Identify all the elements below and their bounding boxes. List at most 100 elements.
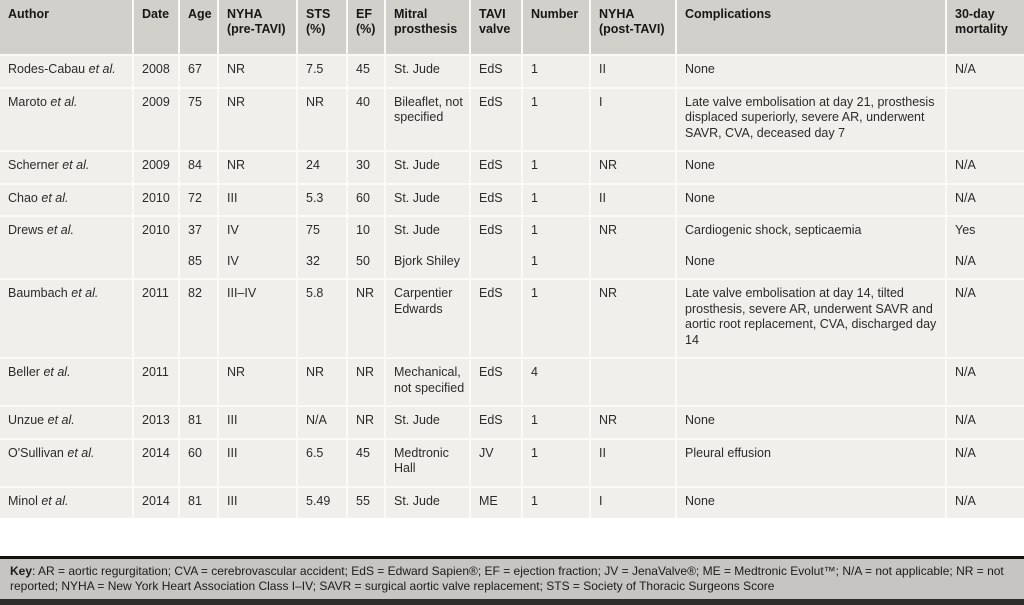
number-cell: 1 xyxy=(522,215,591,248)
mortality-cell: N/A xyxy=(946,485,1024,518)
date-cell: 2014 xyxy=(133,437,180,487)
ef-cell: NR xyxy=(347,357,386,406)
complications-cell: Pleural effusion xyxy=(676,437,947,487)
column-header: 30-day mortality xyxy=(946,0,1024,55)
author-name: Beller xyxy=(8,365,40,379)
author-etal: et al. xyxy=(47,413,75,427)
mortality-cell: N/A xyxy=(946,182,1024,216)
nyha-pre-cell: III xyxy=(218,405,298,439)
nyha-pre-cell: III xyxy=(218,182,298,216)
author-etal: et al. xyxy=(88,62,116,76)
mortality-cell: N/A xyxy=(946,54,1024,88)
column-header: NYHA (pre-TAVI) xyxy=(218,0,298,55)
date-cell xyxy=(133,247,180,279)
column-header: Number xyxy=(522,0,591,55)
mitral-cell: Bjork Shiley xyxy=(385,247,471,279)
sts-cell: NR xyxy=(297,86,348,151)
author-etal: et al. xyxy=(71,286,99,300)
ef-cell: 45 xyxy=(347,437,386,487)
date-cell: 2010 xyxy=(133,215,180,248)
complications-cell: None xyxy=(676,150,947,184)
sts-cell: 75 xyxy=(297,215,348,248)
author-name: Rodes-Cabau xyxy=(8,62,86,76)
table-row: 85 IV 32 50 Bjork Shiley 1 None N/A xyxy=(0,247,1024,279)
number-cell: 1 xyxy=(522,485,591,518)
author-name: Unzue xyxy=(8,413,45,427)
valve-cell: EdS xyxy=(470,215,523,248)
age-cell: 72 xyxy=(179,182,219,216)
date-cell: 2010 xyxy=(133,182,180,216)
number-cell: 4 xyxy=(522,357,591,406)
age-cell: 84 xyxy=(179,150,219,184)
column-header: Author xyxy=(0,0,134,55)
ef-cell: NR xyxy=(347,278,386,358)
author-name: Minol xyxy=(8,493,38,508)
valve-cell xyxy=(470,247,523,279)
nyha-pre-cell: NR xyxy=(218,86,298,151)
ef-cell: 30 xyxy=(347,150,386,184)
header-row: Author Date Age NYHA (pre-TAVI) STS (%) EF (%… xyxy=(0,0,1024,55)
nyha-pre-cell: NR xyxy=(218,357,298,406)
mitral-cell: Carpentier Edwards xyxy=(385,278,471,358)
table-row: Maroto et al. 2009 75 NR NR 40 Bileaflet, not … xyxy=(0,86,1024,151)
nyha-pre-cell: III xyxy=(218,437,298,487)
sts-cell: 5.3 xyxy=(297,182,348,216)
author-etal: et al. xyxy=(41,190,69,205)
mortality-cell: N/A xyxy=(946,437,1024,487)
age-cell: 85 xyxy=(179,247,219,279)
column-header: EF (%) xyxy=(347,0,386,55)
author-cell: Drews et al. xyxy=(0,215,134,248)
mitral-cell: St. Jude xyxy=(385,150,471,184)
author-cell: Minol et al. xyxy=(0,485,134,518)
author-etal: et al. xyxy=(43,365,71,379)
ef-cell: 45 xyxy=(347,54,386,88)
number-cell: 1 xyxy=(522,437,591,487)
column-header: Mitral prosthesis xyxy=(385,0,471,55)
author-name: O'Sullivan xyxy=(8,445,64,460)
complications-cell: None xyxy=(676,405,947,439)
valve-cell: EdS xyxy=(470,357,523,406)
author-cell xyxy=(0,247,134,279)
mitral-cell: St. Jude xyxy=(385,182,471,216)
complications-cell xyxy=(676,357,947,406)
age-cell: 82 xyxy=(179,278,219,358)
age-cell: 67 xyxy=(179,54,219,88)
nyha-post-cell: NR xyxy=(590,278,677,358)
sts-cell: NR xyxy=(297,357,348,406)
complications-cell: None xyxy=(676,182,947,216)
date-cell: 2011 xyxy=(133,357,180,406)
column-header: Complications xyxy=(676,0,947,55)
author-cell: Chao et al. xyxy=(0,182,134,216)
nyha-post-cell: I xyxy=(590,485,677,518)
ef-cell: 10 xyxy=(347,215,386,248)
valve-cell: EdS xyxy=(470,86,523,151)
column-header: TAVI valve xyxy=(470,0,523,55)
author-cell: Baumbach et al. xyxy=(0,278,134,358)
author-etal: et al. xyxy=(50,94,78,109)
number-cell: 1 xyxy=(522,150,591,184)
age-cell: 81 xyxy=(179,485,219,518)
author-name: Scherner xyxy=(8,158,59,172)
nyha-post-cell: NR xyxy=(590,215,677,248)
mortality-cell: Yes xyxy=(946,215,1024,248)
mortality-cell: N/A xyxy=(946,278,1024,358)
valve-cell: EdS xyxy=(470,150,523,184)
valve-cell: EdS xyxy=(470,54,523,88)
sts-cell: 6.5 xyxy=(297,437,348,487)
nyha-pre-cell: III–IV xyxy=(218,278,298,358)
author-name: Baumbach xyxy=(8,286,68,300)
date-cell: 2008 xyxy=(133,54,180,88)
column-header: STS (%) xyxy=(297,0,348,55)
nyha-post-cell: II xyxy=(590,182,677,216)
ef-cell: 50 xyxy=(347,247,386,279)
nyha-pre-cell: NR xyxy=(218,150,298,184)
complications-cell: Late valve embolisation at day 21, prost… xyxy=(676,86,947,151)
column-header: Age xyxy=(179,0,219,55)
mortality-cell: N/A xyxy=(946,357,1024,406)
table-row: O'Sullivan et al. 2014 60 III 6.5 45 Medtronic… xyxy=(0,437,1024,487)
valve-cell: JV xyxy=(470,437,523,487)
age-cell: 81 xyxy=(179,405,219,439)
age-cell: 60 xyxy=(179,437,219,487)
number-cell: 1 xyxy=(522,278,591,358)
